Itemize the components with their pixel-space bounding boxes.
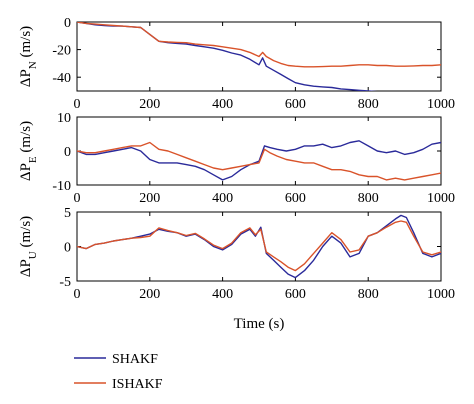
x-tick-label: 200	[139, 97, 160, 112]
legend: SHAKF ISHAKF	[74, 352, 163, 392]
y-axis-label-main: ΔP	[18, 163, 34, 181]
y-tick-label: 10	[57, 111, 71, 126]
y-axis-label: ΔPU (m/s)	[18, 216, 39, 277]
y-axis-label-main: ΔP	[18, 259, 34, 277]
x-tick-label: 200	[139, 287, 160, 302]
x-tick-label: 0	[74, 97, 81, 112]
y-tick-label: -40	[52, 71, 71, 86]
y-tick-label: 0	[64, 16, 71, 31]
plot-frame	[76, 116, 442, 186]
y-axis-label: ΔPE (m/s)	[18, 121, 39, 181]
y-axis-label-subscript: N	[27, 61, 39, 69]
legend-label-shakf: SHAKF	[112, 352, 158, 367]
y-axis-label-unit: (m/s)	[18, 26, 34, 61]
y-tick-label: 5	[64, 206, 71, 221]
x-tick-label: 1000	[427, 287, 455, 302]
legend-label-ishakf: ISHAKF	[112, 377, 163, 392]
series-line-ishakf	[77, 22, 441, 68]
x-tick-label: 800	[358, 287, 379, 302]
x-tick-label: 0	[74, 287, 81, 302]
y-tick-label: 0	[64, 241, 71, 256]
plot-frame	[76, 211, 442, 282]
series-group	[77, 22, 441, 91]
x-tick-label: 200	[139, 191, 160, 206]
series-line-ishakf	[77, 141, 441, 181]
y-tick-label: 0	[64, 145, 71, 160]
y-axis-label-unit: (m/s)	[18, 216, 34, 251]
series-line-ishakf	[77, 220, 441, 272]
y-axis-label-main: ΔP	[18, 69, 34, 87]
y-axis-label-unit: (m/s)	[18, 121, 34, 156]
x-tick-label: 1000	[427, 97, 455, 112]
series-group	[77, 214, 441, 279]
x-tick-label: 600	[285, 97, 306, 112]
y-tick-label: -5	[59, 275, 71, 290]
x-tick-label: 800	[358, 191, 379, 206]
y-axis-label: ΔPN (m/s)	[18, 26, 39, 87]
panel-1: 0 200 400 600 800 1000 0 -20 -40 ΔPN (m/s)	[18, 16, 455, 112]
x-tick-label: 400	[212, 287, 233, 302]
y-axis-label-subscript: E	[27, 156, 39, 163]
x-tick-label: 0	[74, 191, 81, 206]
x-tick-label: 400	[212, 191, 233, 206]
x-tick-label: 1000	[427, 191, 455, 206]
x-tick-label: 800	[358, 97, 379, 112]
y-tick-label: -20	[52, 44, 71, 59]
y-tick-label: -10	[52, 179, 71, 194]
x-tick-label: 400	[212, 97, 233, 112]
x-tick-label: 600	[285, 287, 306, 302]
series-line-shakf	[77, 140, 441, 181]
series-group	[77, 140, 441, 181]
y-axis-label-subscript: U	[27, 251, 39, 259]
x-axis-label: Time (s)	[234, 316, 285, 332]
x-tick-label: 600	[285, 191, 306, 206]
